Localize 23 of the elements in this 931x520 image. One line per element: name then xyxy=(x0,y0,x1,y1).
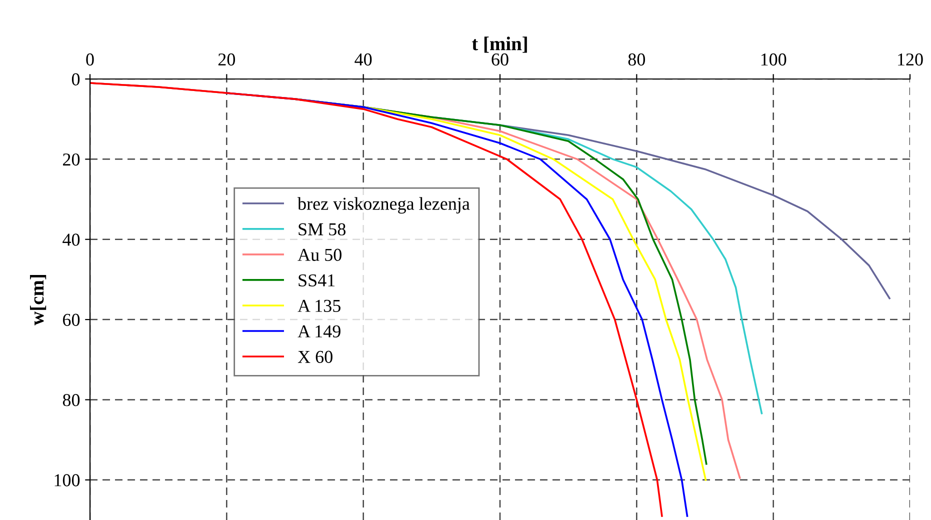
y-tick-label: 20 xyxy=(63,153,80,166)
x-tick-label: 40 xyxy=(354,53,372,66)
x-axis-title: t [min] xyxy=(472,36,527,53)
legend-label: Au 50 xyxy=(298,248,342,261)
legend-label: A 149 xyxy=(298,325,340,338)
line-series xyxy=(90,82,663,517)
y-tick-label: 40 xyxy=(62,234,80,246)
y-tick-label: 100 xyxy=(54,474,80,486)
legend-label: brez viskoznega lezenja xyxy=(298,197,470,214)
x-tick-label: 100 xyxy=(761,53,786,66)
x-tick-label: 20 xyxy=(218,53,236,66)
x-tick-label: 60 xyxy=(492,53,508,66)
legend-label: A 135 xyxy=(298,300,340,312)
y-tick-label: 0 xyxy=(72,73,80,86)
y-tick-label: 80 xyxy=(62,394,80,406)
y-axis-title: w[cm] xyxy=(30,275,46,326)
legend-label: X 60 xyxy=(298,350,332,363)
y-tick-label: 60 xyxy=(63,314,80,326)
legend-label: SS41 xyxy=(298,274,335,286)
x-tick-label: 120 xyxy=(898,53,923,66)
x-tick-label: 80 xyxy=(628,53,646,66)
legend-label: SM 58 xyxy=(298,223,346,236)
x-tick-label: 0 xyxy=(86,53,94,66)
